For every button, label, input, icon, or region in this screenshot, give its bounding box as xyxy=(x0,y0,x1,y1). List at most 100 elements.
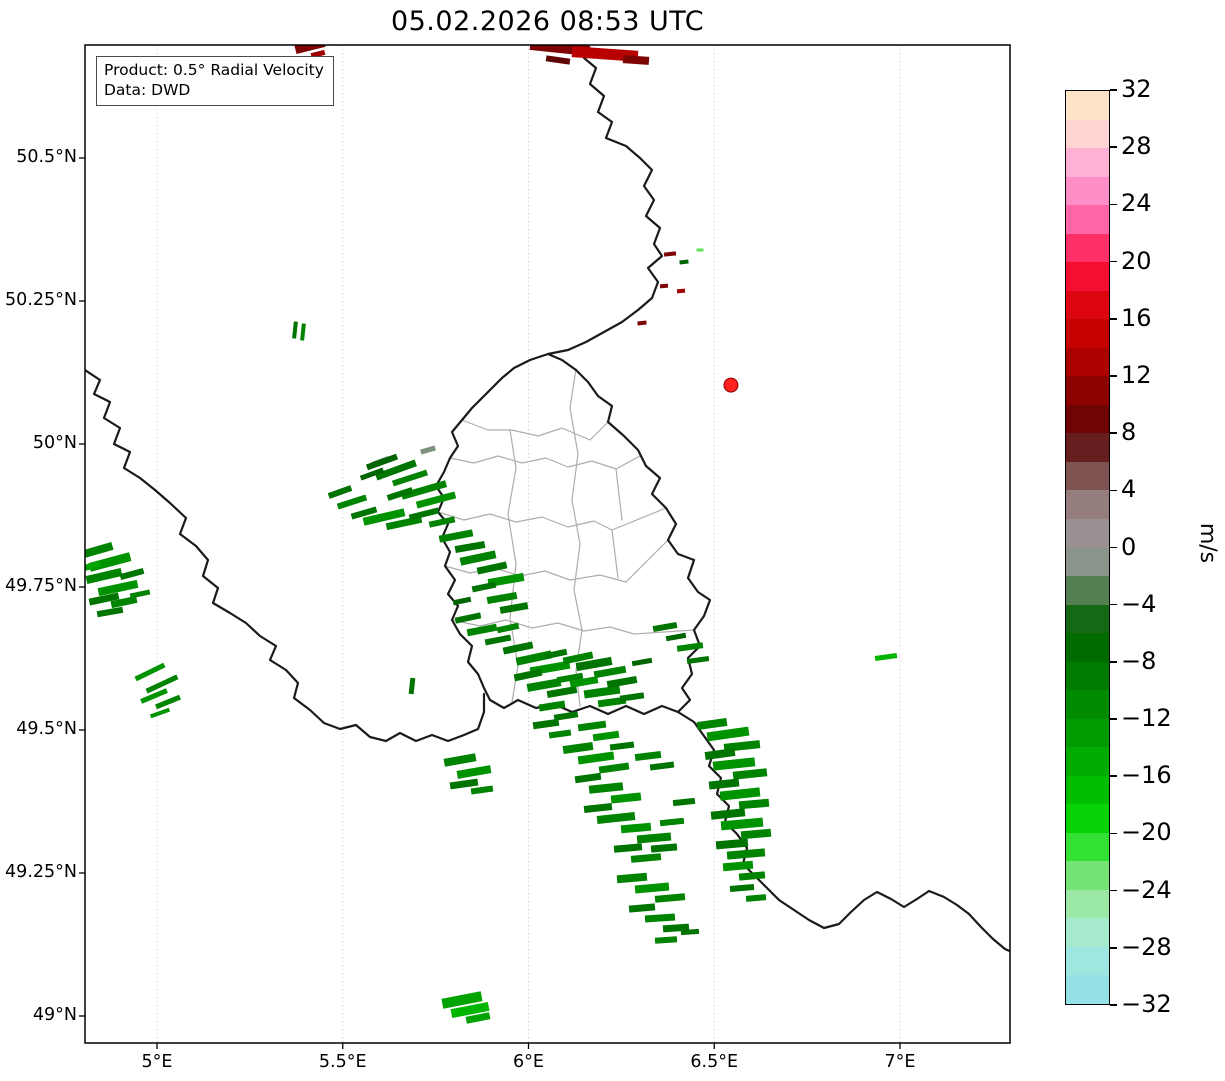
colorbar-segment xyxy=(1066,718,1109,748)
x-tick-label: 5.5°E xyxy=(318,1052,367,1072)
echo-streak xyxy=(454,612,482,624)
echo-streak xyxy=(634,882,670,894)
colorbar-segment xyxy=(1066,233,1109,263)
echo-streak xyxy=(722,860,754,872)
colorbar-segment xyxy=(1066,290,1109,320)
colorbar-segment xyxy=(1066,946,1109,976)
echo-streak xyxy=(686,655,710,665)
echo-streak xyxy=(712,757,756,771)
colorbar-tick-label: 32 xyxy=(1121,75,1152,103)
colorbar-segment xyxy=(1066,918,1109,947)
echo-streak xyxy=(609,741,635,751)
colorbar-tick-mark xyxy=(1110,661,1117,663)
echo-streak xyxy=(456,765,492,779)
colorbar-tick-label: 4 xyxy=(1121,475,1137,504)
echo-streak xyxy=(450,1001,490,1019)
echo-streak xyxy=(129,589,151,599)
echo-streak xyxy=(532,718,560,730)
colorbar-segment xyxy=(1066,547,1109,577)
district-border-path xyxy=(437,507,667,531)
echo-streak xyxy=(562,651,594,665)
echo-streak xyxy=(740,828,772,840)
echo-streak xyxy=(336,494,368,510)
echo-streak xyxy=(720,817,764,831)
colorbar-segment xyxy=(1066,148,1109,177)
colorbar-tick-mark xyxy=(1110,718,1117,720)
colorbar-segment xyxy=(1066,861,1109,890)
colorbar-tick-mark xyxy=(1110,1004,1117,1006)
colorbar-tick-mark xyxy=(1110,546,1117,549)
colorbar-tick-mark xyxy=(1110,603,1117,606)
echo-streak xyxy=(465,1012,491,1024)
echo-streak xyxy=(428,516,456,528)
echo-streak xyxy=(327,485,353,499)
district-border-path xyxy=(449,455,641,470)
colorbar-tick-label: −32 xyxy=(1121,990,1172,1018)
echo-streak xyxy=(300,323,306,341)
colorbar-segment xyxy=(1066,775,1109,805)
echo-streak xyxy=(606,675,638,689)
echo-streak xyxy=(499,602,529,614)
echo-streak xyxy=(362,508,406,526)
echo-streak xyxy=(729,883,755,893)
y-tick-label: 49.5°N xyxy=(16,719,77,739)
radar-echo-layer xyxy=(85,45,898,1024)
district-border-path xyxy=(451,619,695,635)
figure-title: 05.02.2026 08:53 UTC xyxy=(390,6,705,37)
country-border-north xyxy=(546,45,664,356)
echo-streak xyxy=(85,568,123,584)
colorbar-segment xyxy=(1066,576,1109,605)
echo-streak xyxy=(583,803,613,813)
echo-streak xyxy=(155,694,181,710)
echo-streak xyxy=(631,657,653,667)
echo-streak xyxy=(119,567,145,581)
echo-streak xyxy=(438,529,474,543)
echo-streak xyxy=(654,936,678,944)
echo-streak xyxy=(502,641,534,655)
colorbar-segment xyxy=(1066,490,1109,519)
echo-streak xyxy=(613,843,643,853)
x-tick-label: 5°E xyxy=(141,1052,173,1072)
colorbar-segment xyxy=(1066,889,1109,919)
colorbar-tick-label: 16 xyxy=(1121,303,1152,332)
echo-streak xyxy=(400,480,448,500)
echo-streak xyxy=(471,581,497,593)
echo-streak xyxy=(548,729,572,739)
plot-frame xyxy=(84,44,1011,1044)
echo-streak xyxy=(85,542,114,558)
echo-streak xyxy=(538,700,566,712)
colorbar-segment xyxy=(1066,604,1109,634)
echo-streak xyxy=(484,634,512,646)
echo-streak xyxy=(680,928,700,936)
echo-streak xyxy=(365,453,399,471)
colorbar-segment xyxy=(1066,690,1109,719)
echo-streak xyxy=(487,572,525,588)
colorbar-segment xyxy=(1066,433,1109,462)
echo-streak xyxy=(292,321,298,339)
echo-streak xyxy=(97,579,139,597)
echo-streak xyxy=(628,903,656,913)
echo-streak xyxy=(545,55,571,65)
echo-streak xyxy=(676,288,686,294)
echo-streak xyxy=(679,259,689,265)
echo-streak xyxy=(408,507,440,521)
echo-streak xyxy=(619,692,645,702)
colorbar-tick-mark xyxy=(1110,260,1117,263)
grid-layer xyxy=(156,45,901,1043)
echo-streak xyxy=(616,872,648,884)
radar-site-marker xyxy=(723,377,739,393)
echo-streak xyxy=(544,648,568,660)
echo-streak xyxy=(553,711,579,721)
echo-streak xyxy=(663,251,677,257)
y-tick-label: 50°N xyxy=(32,433,77,453)
colorbar-tick-mark xyxy=(1110,889,1117,892)
echo-streak xyxy=(88,552,132,572)
colorbar-segment xyxy=(1066,119,1109,149)
echo-streak xyxy=(708,778,740,790)
echo-streak xyxy=(546,685,578,699)
y-tick-label: 49°N xyxy=(32,1005,77,1025)
echo-streak xyxy=(562,741,594,755)
colorbar-tick-label: −4 xyxy=(1121,589,1157,618)
